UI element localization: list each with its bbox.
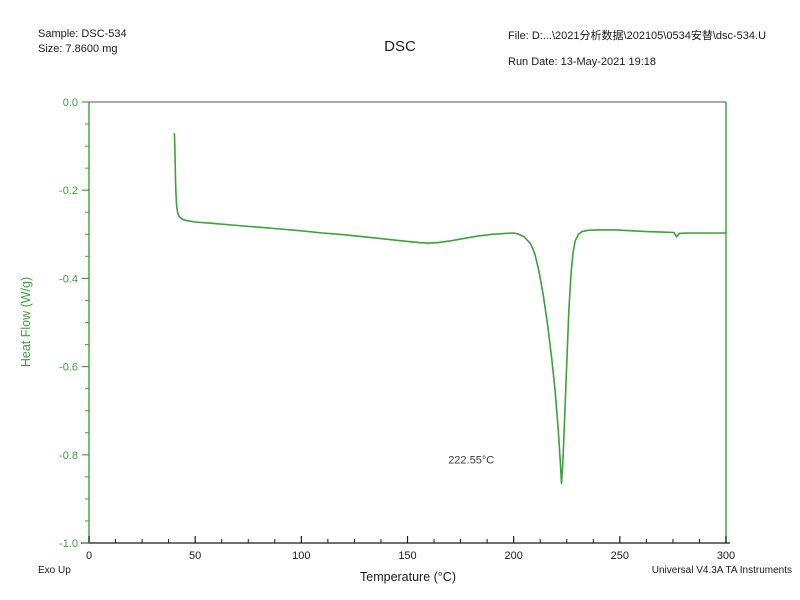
sample-name-label: Sample: DSC-534 xyxy=(38,28,127,40)
y-tick-label: -0.2 xyxy=(59,185,78,197)
x-tick-label: 250 xyxy=(611,550,629,562)
page-title: DSC xyxy=(384,38,416,55)
y-axis-title: Heat Flow (W/g) xyxy=(19,277,33,367)
run-date-label: Run Date: 13-May-2021 19:18 xyxy=(508,56,656,68)
y-tick-label: -0.8 xyxy=(59,450,78,462)
x-axis-title: Temperature (°C) xyxy=(360,570,456,584)
sample-size-label: Size: 7.8600 mg xyxy=(38,43,118,55)
y-tick-label: 0.0 xyxy=(63,97,78,109)
sample-info-block: Sample: DSC-534 Size: 7.8600 mg xyxy=(38,27,127,57)
plot-tick-labels: 0 50 100 150 200 250 300 0.0 -0.2 -0.4 -0.6 -0.8 -1.… xyxy=(59,97,735,562)
plot-ticks xyxy=(82,101,727,544)
x-tick-label: 300 xyxy=(717,550,735,562)
peak-temperature-annotation: 222.55°C xyxy=(448,455,494,467)
instrument-label: Universal V4.3A TA Instruments xyxy=(651,565,792,576)
exo-up-label: Exo Up xyxy=(38,565,71,576)
x-tick-label: 200 xyxy=(504,550,522,562)
plot-frame xyxy=(81,101,730,544)
x-tick-label: 0 xyxy=(86,550,92,562)
x-tick-label: 100 xyxy=(292,550,310,562)
x-tick-label: 50 xyxy=(189,550,201,562)
y-tick-label: -0.4 xyxy=(59,273,78,285)
y-tick-label: -1.0 xyxy=(59,538,78,550)
file-info-block: File: D:...\2021分析数据\202105\0534安替\dsc-5… xyxy=(508,27,800,68)
file-path-label: File: D:...\2021分析数据\202105\0534安替\dsc-5… xyxy=(508,30,767,42)
y-tick-label: -0.6 xyxy=(59,362,78,374)
dsc-curve xyxy=(173,133,727,485)
heat-flow-trace xyxy=(173,133,727,485)
x-tick-label: 150 xyxy=(398,550,416,562)
